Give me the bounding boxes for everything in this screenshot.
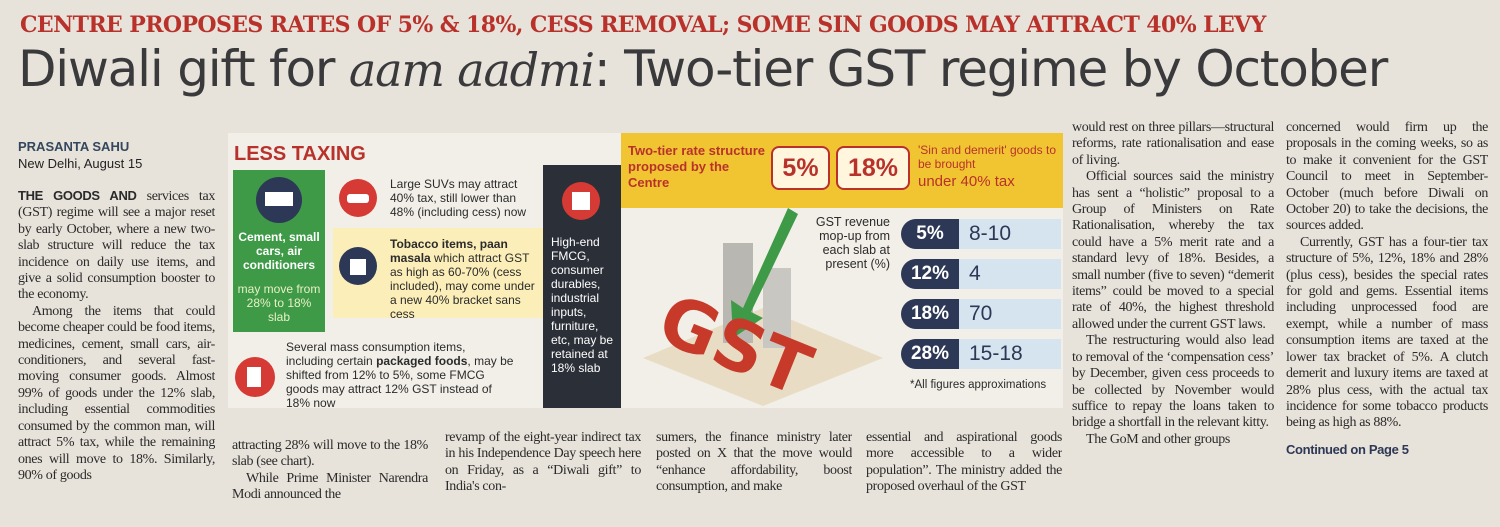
shape <box>265 192 293 206</box>
paragraph: Official sources said the ministry has s… <box>1072 169 1274 332</box>
paragraph: While Prime Minister Narendra Modi annou… <box>232 470 428 503</box>
slab-rate: 28% <box>901 339 959 369</box>
shape <box>731 208 798 338</box>
text: services tax (GST) regime will see a maj… <box>18 189 215 303</box>
paragraph: revamp of the eight-year indirect tax in… <box>445 430 641 495</box>
kicker: CENTRE PROPOSES RATES OF 5% & 18%, CESS … <box>20 12 1266 38</box>
infographic-title: LESS TAXING <box>234 143 366 165</box>
tobacco-text: Tobacco items, paan masala which attract… <box>390 237 540 321</box>
paragraph: would rest on three pillars—structural r… <box>1072 120 1274 168</box>
headline-italic: aam aadmi <box>348 43 595 97</box>
green-note: may move from 28% to 18% slab <box>237 282 321 324</box>
headline: Diwali gift for aam aadmi: Two-tier GST … <box>18 40 1388 98</box>
paragraph: THE GOODS AND services tax (GST) regime … <box>18 188 215 304</box>
paragraph: Among the items that could become cheape… <box>18 303 215 483</box>
gst-illustration: GST <box>643 208 883 408</box>
shape <box>247 367 261 387</box>
shape <box>350 259 366 275</box>
revenue-title: GST revenue mop-up from each slab at pre… <box>815 215 890 271</box>
mass-1: Several mass consumption items, includin… <box>286 340 466 368</box>
paragraph: The restructuring would also lead to rem… <box>1072 333 1274 431</box>
slab-share: 4 <box>959 259 1061 289</box>
suv-text: Large SUVs may attract 40% tax, still lo… <box>390 177 527 219</box>
mass-text: Several mass consumption items, includin… <box>286 340 516 410</box>
column-2: attracting 28% will move to the 18% slab… <box>232 438 428 518</box>
paragraph: The GoM and other groups <box>1086 431 1231 447</box>
rate-5: 5% <box>771 146 830 190</box>
shape <box>643 308 883 406</box>
lead-in: THE GOODS AND <box>18 188 137 203</box>
rate-18: 18% <box>836 146 910 190</box>
mass-2: , may be shifted from 12% to 5%, some FM… <box>286 354 514 410</box>
column-6: would rest on three pillars—structural r… <box>1072 120 1274 498</box>
shape <box>763 268 791 348</box>
headline-rest: : Two-tier GST regime by October <box>593 40 1388 98</box>
column-3: revamp of the eight-year indirect tax in… <box>445 430 641 518</box>
headline-lead: Diwali gift for <box>18 40 335 98</box>
ac-icon <box>256 177 302 223</box>
appliance-icon <box>562 182 600 220</box>
shape <box>572 192 590 210</box>
tobacco-bold: Tobacco items, paan masala <box>390 237 508 265</box>
byline: PRASANTA SAHU <box>18 139 130 154</box>
slab-rate: 5% <box>901 219 959 249</box>
continued: Continued on Page 5 <box>1286 441 1409 457</box>
slab-rate: 12% <box>901 259 959 289</box>
column-7: concerned would firm up the proposals in… <box>1286 120 1488 498</box>
paragraph: attracting 28% will move to the 18% slab… <box>232 438 428 470</box>
paragraph: essential and aspirational goods more ac… <box>866 430 1062 495</box>
column-1: THE GOODS AND services tax (GST) regime … <box>18 188 215 518</box>
green-items: Cement, small cars, air conditioners <box>238 230 320 272</box>
mass-bold: packaged foods <box>376 354 468 368</box>
byline-block: PRASANTA SAHU New Delhi, August 15 <box>18 138 142 172</box>
banner-label: Two-tier rate structure proposed by the … <box>628 143 766 190</box>
dark-text: High-end FMCG, consumer durables, indust… <box>551 235 614 375</box>
shape <box>347 194 369 203</box>
slab-share: 15-18 <box>959 339 1061 369</box>
tobacco-icon <box>339 247 377 285</box>
slab-share: 8-10 <box>959 219 1061 249</box>
column-5: essential and aspirational goods more ac… <box>866 430 1062 518</box>
sin-2: under 40% tax <box>918 173 1015 190</box>
sin-1: 'Sin and demerit' goods to be brought <box>918 143 1056 171</box>
slab-rate: 18% <box>901 299 959 329</box>
column-4: sumers, the finance ministry later poste… <box>656 430 852 518</box>
paragraph: concerned would firm up the proposals in… <box>1286 120 1488 234</box>
note: *All figures approximations <box>910 379 1047 391</box>
slab-share: 70 <box>959 299 1061 329</box>
food-icon <box>235 357 275 397</box>
infographic: LESS TAXING Cement, small cars, air cond… <box>228 133 1063 410</box>
dateline: New Delhi, August 15 <box>18 156 143 171</box>
paragraph: Currently, GST has a four-tier tax struc… <box>1286 234 1488 431</box>
paragraph: sumers, the finance ministry later poste… <box>656 430 852 495</box>
car-icon <box>339 179 377 217</box>
tobacco-rest: which attract GST as high as 60-70% (ces… <box>390 251 535 321</box>
